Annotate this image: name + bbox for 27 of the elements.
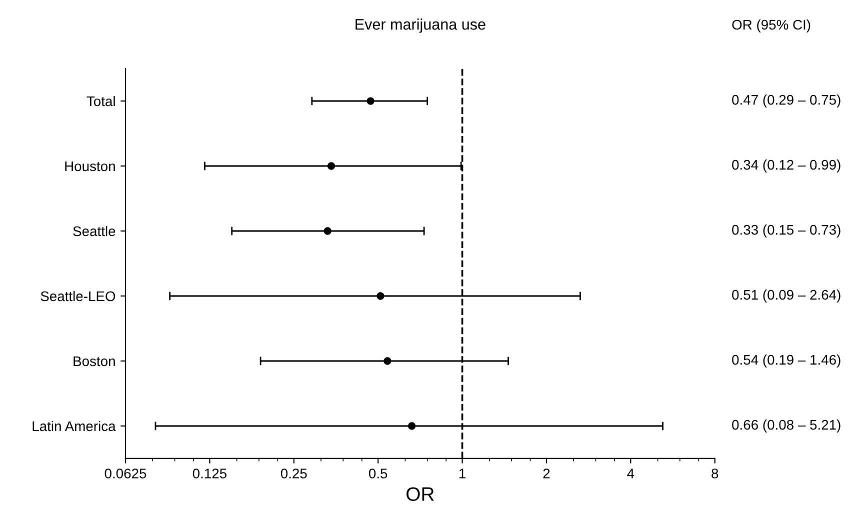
- data-label: 0.51 (0.09 – 2.64): [732, 290, 840, 302]
- y-tick-label: Boston: [74, 356, 115, 366]
- text: OR (95% CI): [732, 19, 810, 32]
- x-tick-label: 0.25: [280, 468, 307, 478]
- y-tick-label: Houston: [65, 161, 115, 172]
- x-tick-label: 0.125: [192, 468, 226, 478]
- chart-title: Ever marijuana use: [356, 18, 486, 33]
- point: [327, 162, 336, 170]
- x-tick-label: 0.5: [368, 468, 388, 478]
- x-tick-label: 2: [543, 468, 550, 478]
- x-axis-title: OR: [406, 487, 434, 501]
- y-tick-label: Total: [86, 96, 115, 106]
- data-label: 0.54 (0.19 – 1.46): [732, 354, 840, 368]
- point: [324, 227, 332, 235]
- data-label: 0.34 (0.12 – 0.99): [732, 160, 840, 172]
- data-label: 0.66 (0.08 – 5.21): [732, 420, 840, 432]
- x-tick-label: 8: [712, 468, 718, 478]
- y-tick-label: Latin America: [32, 420, 116, 432]
- data-label: 0.33 (0.15 – 0.73): [732, 224, 840, 238]
- x-tick-label: 4: [627, 468, 634, 478]
- point: [376, 292, 384, 300]
- point: [384, 357, 392, 365]
- y-tick-label: Seattle-LEO: [40, 290, 116, 302]
- y-tick-label: Seattle: [73, 226, 116, 236]
- x-tick-label: 0.0625: [104, 468, 146, 478]
- data-label: 0.47 (0.29 – 0.75): [732, 94, 840, 108]
- x-tick-label: 1: [459, 468, 466, 478]
